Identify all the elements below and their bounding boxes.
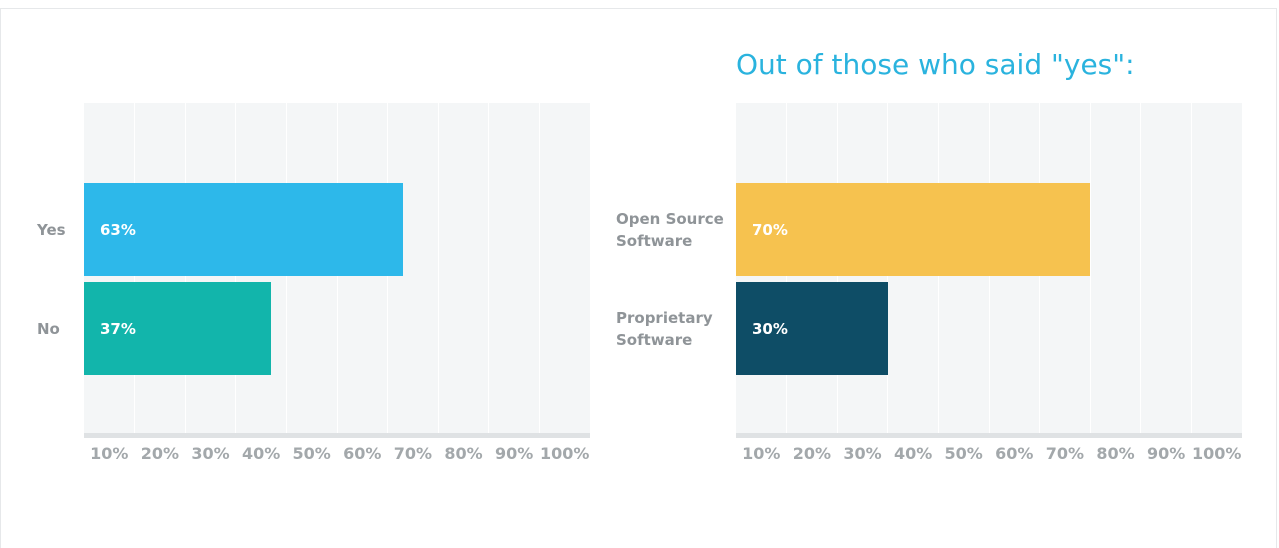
- x-tick-label: 50%: [292, 444, 331, 463]
- value-label: 70%: [752, 220, 788, 239]
- x-tick-label: 10%: [90, 444, 129, 463]
- bar: [736, 282, 888, 375]
- x-tick-label: 100%: [539, 444, 590, 463]
- grid-line: [488, 103, 490, 435]
- x-tick-label: 20%: [792, 444, 832, 463]
- value-label: 63%: [100, 220, 136, 239]
- x-tick-label: 60%: [995, 444, 1034, 463]
- grid-line: [437, 103, 439, 435]
- x-tick-label: 70%: [393, 444, 433, 463]
- category-label: Yes: [37, 220, 66, 239]
- x-tick-label: 20%: [140, 444, 180, 463]
- bar: [736, 183, 1091, 276]
- x-axis: [84, 433, 590, 438]
- x-tick-label: 60%: [343, 444, 382, 463]
- grid-line: [1190, 103, 1192, 435]
- x-tick-label: 90%: [494, 444, 534, 463]
- x-tick-label: 40%: [241, 444, 281, 463]
- x-axis: [736, 433, 1242, 438]
- x-tick-label: 40%: [893, 444, 933, 463]
- grid-line: [1140, 103, 1142, 435]
- value-label: 37%: [100, 319, 136, 338]
- chart-title: Out of those who said "yes":: [736, 48, 1135, 81]
- x-tick-label: 30%: [191, 444, 230, 463]
- x-tick-label: 50%: [944, 444, 983, 463]
- value-label: 30%: [752, 319, 788, 338]
- x-tick-label: 80%: [1096, 444, 1135, 463]
- grid-line: [538, 103, 540, 435]
- category-label: Open Source Software: [616, 209, 724, 250]
- category-label: No: [37, 319, 60, 338]
- bar: [84, 282, 272, 375]
- x-tick-label: 80%: [444, 444, 483, 463]
- frame: [0, 8, 1277, 548]
- grid-line: [589, 103, 591, 435]
- x-tick-label: 10%: [742, 444, 781, 463]
- x-tick-label: 100%: [1191, 444, 1242, 463]
- x-tick-label: 90%: [1146, 444, 1186, 463]
- grid-line: [1241, 103, 1243, 435]
- grid-line: [1089, 103, 1091, 435]
- x-tick-label: 30%: [843, 444, 882, 463]
- x-tick-label: 70%: [1045, 444, 1085, 463]
- category-label: Proprietary Software: [616, 308, 713, 349]
- bar: [84, 183, 403, 276]
